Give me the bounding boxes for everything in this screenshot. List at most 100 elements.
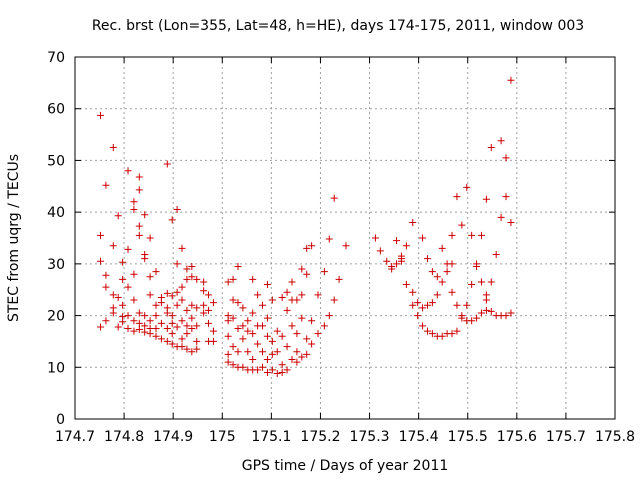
data-point [178, 317, 186, 325]
x-tick-label: 174.7 [55, 429, 95, 445]
data-point [482, 296, 490, 304]
data-point [458, 314, 466, 322]
data-point [183, 306, 191, 314]
data-point [234, 299, 242, 307]
data-point [183, 322, 191, 330]
data-point [168, 330, 176, 338]
data-point [244, 327, 252, 335]
data-point [124, 245, 132, 253]
data-point [130, 317, 138, 325]
data-point [249, 275, 257, 283]
data-point [288, 278, 296, 286]
y-tick-label: 20 [47, 309, 65, 325]
data-point [453, 301, 461, 309]
data-point [303, 335, 311, 343]
y-tick-label: 0 [56, 412, 65, 428]
data-point [234, 348, 242, 356]
y-tick-labels: 0 10 20 30 40 50 60 70 [47, 50, 65, 428]
data-point [263, 356, 271, 364]
data-point [254, 340, 262, 348]
data-point [288, 356, 296, 364]
data-point [205, 319, 213, 327]
gridlines [75, 57, 615, 419]
data-point [507, 76, 515, 84]
data-point [330, 296, 338, 304]
plot-frame [74, 56, 616, 420]
data-point [477, 231, 485, 239]
data-point [482, 306, 490, 314]
data-point [477, 309, 485, 317]
data-point [183, 330, 191, 338]
data-point [146, 330, 154, 338]
data-point [453, 327, 461, 335]
data-point [146, 291, 154, 299]
data-point [163, 325, 171, 332]
data-point [200, 301, 208, 309]
data-point [205, 306, 213, 314]
data-point [168, 292, 176, 300]
data-point [229, 343, 237, 351]
data-point [482, 195, 490, 203]
data-point [298, 291, 306, 299]
data-point [335, 275, 343, 283]
data-point [109, 291, 117, 299]
data-point [183, 265, 191, 273]
data-point [234, 325, 242, 332]
data-point [409, 288, 417, 296]
data-point [383, 257, 391, 265]
data-point [283, 306, 291, 314]
data-point [239, 363, 247, 371]
data-point [135, 186, 143, 194]
data-point [183, 275, 191, 283]
data-point [130, 270, 138, 278]
data-point [146, 273, 154, 281]
data-point [173, 288, 181, 296]
data-point [283, 343, 291, 351]
data-point [124, 325, 132, 332]
data-point [97, 111, 105, 119]
data-point [114, 323, 122, 331]
data-point [178, 335, 186, 343]
data-point [438, 278, 446, 286]
data-point [109, 242, 117, 250]
data-point [193, 275, 201, 283]
data-point [188, 314, 196, 322]
y-tick-label: 30 [47, 257, 65, 273]
data-point [288, 322, 296, 330]
data-point [193, 304, 201, 312]
data-point [507, 218, 515, 226]
y-axis-title: STEC from uqrg / TECUs [6, 154, 22, 322]
data-point [163, 289, 171, 297]
data-point [157, 319, 165, 327]
data-point [463, 183, 471, 191]
data-point [97, 231, 105, 239]
data-point [502, 193, 510, 201]
data-point [492, 251, 500, 259]
data-point [130, 296, 138, 304]
data-point [173, 323, 181, 331]
data-point [423, 301, 431, 309]
data-point [263, 314, 271, 322]
data-point [376, 247, 384, 255]
data-point [487, 278, 495, 286]
data-point [263, 368, 271, 376]
data-point [502, 154, 510, 162]
data-point [397, 257, 405, 265]
data-point [146, 234, 154, 242]
data-point [268, 366, 276, 374]
data-point [229, 361, 237, 369]
data-point [298, 265, 306, 273]
data-point [393, 237, 401, 245]
data-point [188, 262, 196, 270]
x-tick-label: 175.6 [497, 429, 537, 445]
data-point [188, 301, 196, 309]
data-point [303, 270, 311, 278]
x-tick-label: 174.9 [153, 429, 193, 445]
data-point [97, 257, 105, 265]
data-point [102, 283, 110, 291]
data-point [325, 235, 333, 243]
data-point [477, 278, 485, 286]
data-point [239, 304, 247, 312]
data-point [163, 337, 171, 345]
